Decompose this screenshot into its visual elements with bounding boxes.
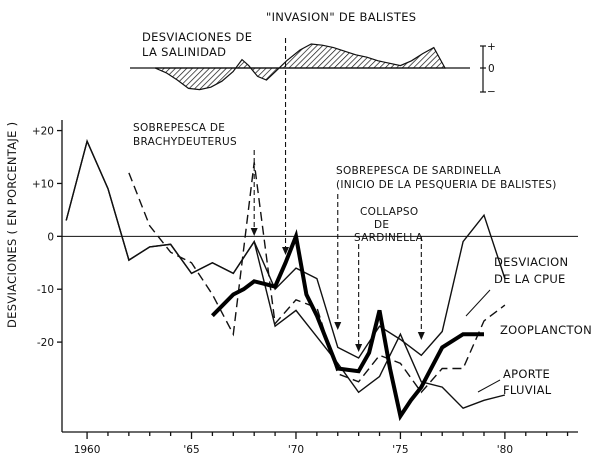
annotation-line: SOBREPESCA DE SARDINELLA	[336, 165, 501, 177]
series-label-line: DE LA CPUE	[494, 272, 566, 286]
salinity-area	[154, 43, 447, 91]
annotation-line: DE	[374, 219, 389, 231]
salinity-panel: DESVIACIONES DE LA SALINIDAD "INVASION" …	[130, 10, 496, 98]
series-label-aporte-fluvial: APORTE FLUVIAL	[503, 367, 552, 397]
annotation-line: COLLAPSO	[360, 206, 418, 218]
x-tick-label: '70	[288, 444, 304, 456]
y-tick-label: -20	[37, 337, 54, 349]
annotation-arrowhead	[282, 247, 290, 255]
annotation-line: SARDINELLA	[354, 232, 424, 244]
series-label-line: FLUVIAL	[503, 383, 552, 397]
label-leader-cpue	[465, 289, 491, 317]
series-label-line: ZOOPLANCTON	[500, 323, 592, 337]
salinity-scale-plus: +	[487, 41, 496, 53]
annotation-arrowhead	[250, 228, 258, 236]
series-line-desviacion-de-la-cpue	[65, 139, 506, 359]
annotation-arrowhead	[334, 322, 342, 330]
salinity-scale-minus: −	[487, 86, 496, 98]
annotation-arrowhead	[417, 332, 425, 340]
y-axis-label: DESVIACIONES ( EN PORCENTAJE )	[5, 122, 19, 328]
salinity-title-line-2: LA SALINIDAD	[142, 45, 226, 59]
annotation-arrowhead	[355, 344, 363, 352]
y-tick-label: +20	[32, 126, 54, 138]
series-label-zooplancton: ZOOPLANCTON	[500, 323, 592, 337]
series-label-line: DESVIACION	[494, 255, 568, 269]
series-line-aporte-fluvial	[128, 162, 506, 394]
series-label-line: APORTE	[503, 367, 550, 381]
label-leader-fluvial	[477, 379, 501, 393]
annotation-sobrepesca-brachydeuterus: SOBREPESCA DE BRACHYDEUTERUS	[133, 122, 237, 148]
annotation-sobrepesca-sardinella: SOBREPESCA DE SARDINELLA (INICIO DE LA P…	[336, 165, 557, 191]
main-plot: DESVIACIONES ( EN PORCENTAJE ) SOBREPESC…	[5, 38, 592, 456]
annotation-line: (INICIO DE LA PESQUERIA DE BALISTES)	[336, 179, 557, 191]
invasion-annotation: "INVASION" DE BALISTES	[266, 10, 416, 24]
salinity-scale-zero: 0	[488, 63, 495, 75]
annotation-collapso-sardinella: COLLAPSO DE SARDINELLA	[354, 206, 424, 244]
y-tick-label: +10	[32, 178, 54, 190]
salinity-title-line-1: DESVIACIONES DE	[142, 30, 252, 44]
y-tick-label: -10	[37, 284, 54, 296]
x-tick-label: '65	[183, 444, 199, 456]
annotation-line: BRACHYDEUTERUS	[133, 136, 237, 148]
series-label-cpue: DESVIACION DE LA CPUE	[494, 255, 568, 286]
series-line-zooplancton	[210, 229, 484, 422]
x-tick-label: '80	[497, 444, 513, 456]
annotation-line: SOBREPESCA DE	[133, 122, 225, 134]
x-tick-label: '75	[392, 444, 408, 456]
x-tick-label: 1960	[74, 444, 101, 456]
y-tick-label: 0	[47, 231, 54, 243]
